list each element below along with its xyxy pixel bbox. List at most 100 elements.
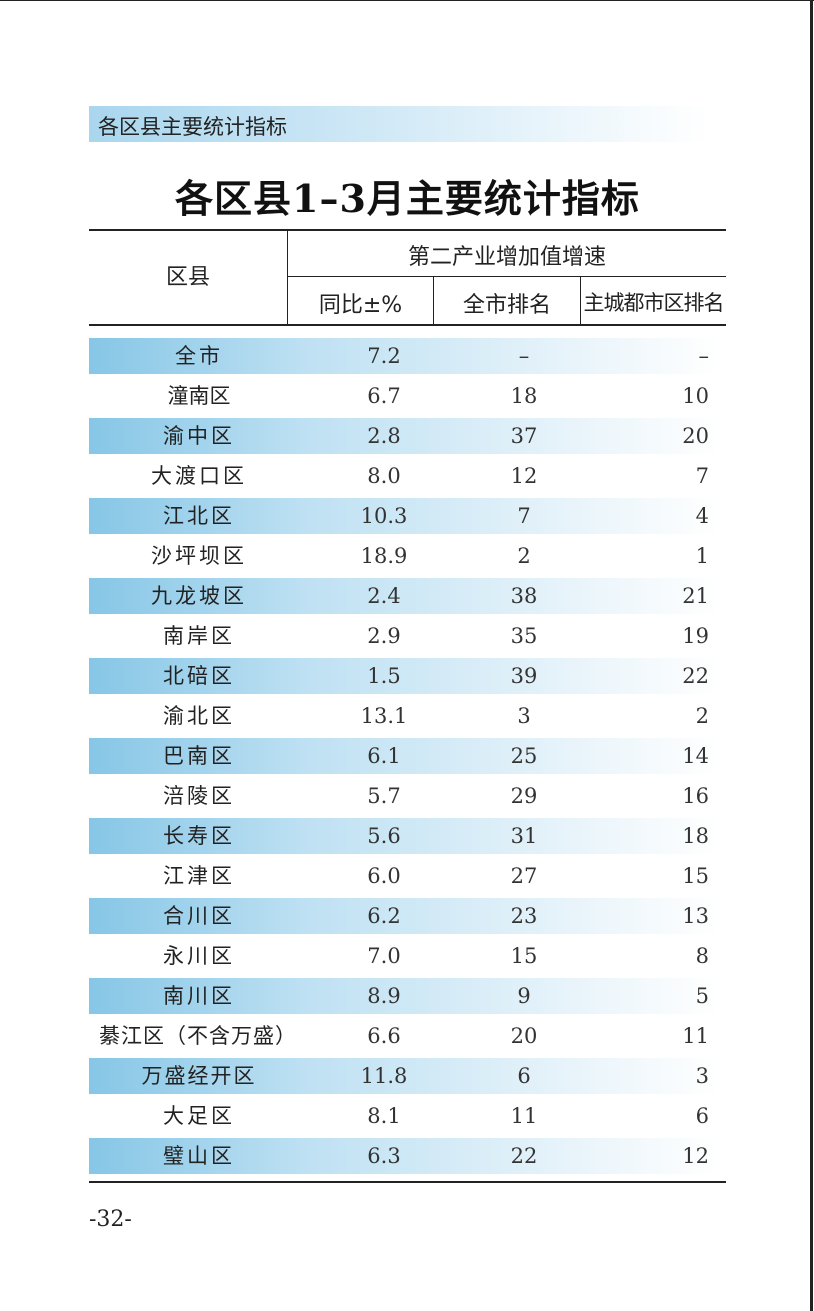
city-rank-value: – <box>518 344 530 368</box>
district-name: 渝北区 <box>163 704 235 728</box>
yoy-value: 13.1 <box>360 704 408 728</box>
city-rank-value: 18 <box>510 384 538 408</box>
city-rank-value: 2 <box>517 544 531 568</box>
yoy-value: 5.7 <box>367 784 401 808</box>
main-urban-rank-value: 4 <box>695 504 709 528</box>
table-row: 北碚区 1.5 39 22 <box>89 658 726 694</box>
main-urban-rank-value: 11 <box>682 1024 709 1048</box>
yoy-value: 2.8 <box>367 424 401 448</box>
yoy-value: 10.3 <box>360 504 408 528</box>
section-label: 各区县主要统计指标 <box>98 115 287 139</box>
district-name: 大渡口区 <box>151 464 247 488</box>
header-group: 第二产业增加值增速 <box>407 245 606 270</box>
district-name: 綦江区（不含万盛） <box>99 1024 297 1048</box>
table-row: 巴南区 6.1 25 14 <box>89 738 726 774</box>
yoy-value: 18.9 <box>360 544 408 568</box>
header-bottom-rule <box>89 324 726 326</box>
table-row: 涪陵区 5.7 29 16 <box>89 778 726 814</box>
city-rank-value: 31 <box>510 824 538 848</box>
table-row: 渝北区 13.1 3 2 <box>89 698 726 734</box>
city-rank-value: 25 <box>510 744 538 768</box>
table-row: 渝中区 2.8 37 20 <box>89 418 726 454</box>
district-name: 全市 <box>175 344 223 368</box>
city-rank-value: 38 <box>510 584 538 608</box>
main-urban-rank-value: 8 <box>695 944 709 968</box>
main-urban-rank-value: 1 <box>695 544 709 568</box>
city-rank-value: 37 <box>510 424 538 448</box>
header-city-rank: 全市排名 <box>462 293 551 318</box>
header-divider-city <box>580 277 581 325</box>
city-rank-value: 39 <box>510 664 538 688</box>
main-urban-rank-value: 2 <box>695 704 709 728</box>
main-urban-rank-value: 18 <box>682 824 709 848</box>
city-rank-value: 22 <box>510 1144 538 1168</box>
city-rank-value: 9 <box>517 984 531 1008</box>
header-district: 区县 <box>165 265 210 290</box>
main-urban-rank-value: 14 <box>682 744 709 768</box>
table-row: 南川区 8.9 9 5 <box>89 978 726 1014</box>
table-row: 沙坪坝区 18.9 2 1 <box>89 538 726 574</box>
district-name: 北碚区 <box>163 664 235 688</box>
city-rank-value: 20 <box>510 1024 538 1048</box>
page-number: -32- <box>89 1207 132 1232</box>
yoy-value: 8.0 <box>367 464 401 488</box>
section-banner: 各区县主要统计指标 <box>89 106 709 142</box>
district-name: 合川区 <box>163 904 235 928</box>
district-name: 万盛经开区 <box>141 1064 257 1088</box>
yoy-value: 2.9 <box>367 624 401 648</box>
table-row: 万盛经开区 11.8 6 3 <box>89 1058 726 1094</box>
page-frame-right <box>810 0 813 1311</box>
table-top-rule <box>89 229 726 231</box>
table-row: 璧山区 6.3 22 12 <box>89 1138 726 1174</box>
header-group-rule <box>288 276 726 277</box>
city-rank-value: 23 <box>510 904 538 928</box>
main-urban-rank-value: 15 <box>682 864 709 888</box>
district-name: 长寿区 <box>163 824 235 848</box>
main-urban-rank-value: 3 <box>695 1064 709 1088</box>
table-row: 綦江区（不含万盛） 6.6 20 11 <box>89 1018 726 1054</box>
table-row: 江北区 10.3 7 4 <box>89 498 726 534</box>
page-title: 各区县1–3月主要统计指标 <box>175 176 640 221</box>
main-urban-rank-value: 22 <box>682 664 709 688</box>
yoy-value: 6.3 <box>367 1144 401 1168</box>
district-name: 大足区 <box>163 1104 235 1128</box>
city-rank-value: 29 <box>510 784 538 808</box>
main-urban-rank-value: 16 <box>682 784 709 808</box>
district-name: 巴南区 <box>163 744 235 768</box>
city-rank-value: 3 <box>517 704 531 728</box>
yoy-value: 7.0 <box>367 944 401 968</box>
district-name: 南岸区 <box>163 624 235 648</box>
table-row: 全市 7.2 – – <box>89 338 726 374</box>
yoy-value: 5.6 <box>367 824 401 848</box>
table-row: 长寿区 5.6 31 18 <box>89 818 726 854</box>
district-name: 江北区 <box>163 504 235 528</box>
main-urban-rank-value: 6 <box>695 1104 709 1128</box>
table-row: 大渡口区 8.0 12 7 <box>89 458 726 494</box>
header-yoy: 同比±% <box>318 293 403 318</box>
city-rank-value: 27 <box>510 864 538 888</box>
main-urban-rank-value: 5 <box>695 984 709 1008</box>
yoy-value: 6.1 <box>367 744 401 768</box>
table-row: 大足区 8.1 11 6 <box>89 1098 726 1134</box>
yoy-value: 6.6 <box>367 1024 401 1048</box>
district-name: 璧山区 <box>163 1144 235 1168</box>
yoy-value: 6.2 <box>367 904 401 928</box>
district-name: 南川区 <box>163 984 235 1008</box>
yoy-value: 8.1 <box>367 1104 401 1128</box>
table-row: 九龙坡区 2.4 38 21 <box>89 578 726 614</box>
header-divider-yoy <box>433 277 434 325</box>
city-rank-value: 12 <box>510 464 538 488</box>
table-row: 合川区 6.2 23 13 <box>89 898 726 934</box>
main-urban-rank-value: 20 <box>682 424 709 448</box>
table-row: 永川区 7.0 15 8 <box>89 938 726 974</box>
district-name: 九龙坡区 <box>151 584 247 608</box>
table-row: 南岸区 2.9 35 19 <box>89 618 726 654</box>
main-urban-rank-value: – <box>698 344 710 368</box>
district-name: 沙坪坝区 <box>151 544 247 568</box>
city-rank-value: 15 <box>510 944 538 968</box>
main-urban-rank-value: 19 <box>682 624 709 648</box>
city-rank-value: 7 <box>517 504 531 528</box>
table-row: 江津区 6.0 27 15 <box>89 858 726 894</box>
district-name: 江津区 <box>163 864 235 888</box>
district-name: 潼南区 <box>167 384 231 408</box>
